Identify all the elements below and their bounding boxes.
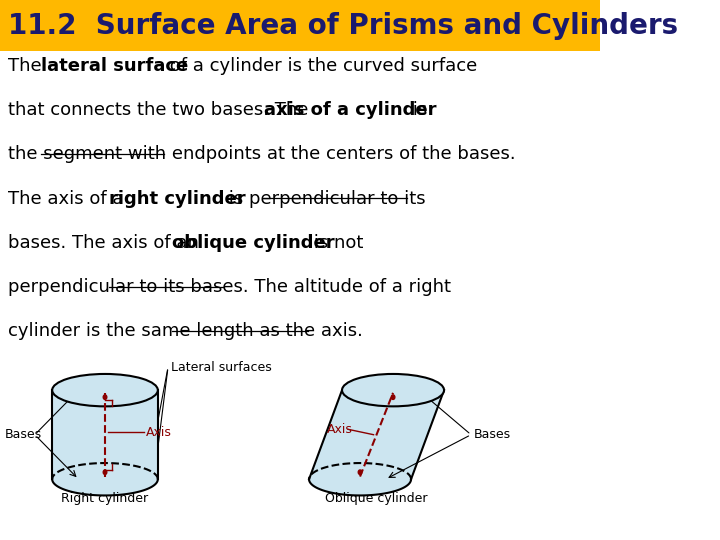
Polygon shape [53, 390, 158, 480]
Text: that connects the two bases. The: that connects the two bases. The [9, 101, 315, 119]
Text: the segment with endpoints at the centers of the bases.: the segment with endpoints at the center… [9, 145, 516, 163]
Text: bases. The axis of an: bases. The axis of an [9, 234, 205, 252]
Text: perpendicular to its bases. The altitude of a right: perpendicular to its bases. The altitude… [9, 278, 451, 296]
FancyBboxPatch shape [0, 0, 600, 51]
Text: is: is [408, 101, 428, 119]
Ellipse shape [342, 374, 444, 406]
Text: The axis of a: The axis of a [9, 190, 130, 207]
Text: Right cylinder: Right cylinder [61, 492, 148, 505]
Text: Bases: Bases [5, 428, 42, 441]
Text: Bases: Bases [474, 428, 511, 441]
Ellipse shape [103, 395, 107, 400]
Ellipse shape [53, 374, 158, 406]
Ellipse shape [103, 470, 107, 475]
Ellipse shape [359, 470, 362, 475]
Text: cylinder is the same length as the axis.: cylinder is the same length as the axis. [9, 322, 364, 340]
Ellipse shape [53, 374, 158, 406]
Text: is perpendicular to its: is perpendicular to its [223, 190, 426, 207]
Text: lateral surface: lateral surface [41, 57, 189, 75]
Text: axis of a cylinder: axis of a cylinder [264, 101, 436, 119]
Text: Axis: Axis [146, 426, 171, 438]
Text: The: The [9, 57, 48, 75]
Text: Axis: Axis [327, 423, 353, 436]
Ellipse shape [53, 463, 158, 496]
Text: oblique cylinder: oblique cylinder [172, 234, 335, 252]
Polygon shape [309, 390, 444, 480]
Text: 11.2  Surface Area of Prisms and Cylinders: 11.2 Surface Area of Prisms and Cylinder… [9, 12, 678, 39]
Text: Oblique cylinder: Oblique cylinder [325, 492, 428, 505]
Text: is not: is not [308, 234, 363, 252]
Text: right cylinder: right cylinder [109, 190, 246, 207]
Text: of a cylinder is the curved surface: of a cylinder is the curved surface [164, 57, 477, 75]
Ellipse shape [342, 374, 444, 406]
Text: Lateral surfaces: Lateral surfaces [171, 361, 271, 374]
Ellipse shape [309, 463, 411, 496]
Ellipse shape [391, 395, 395, 400]
